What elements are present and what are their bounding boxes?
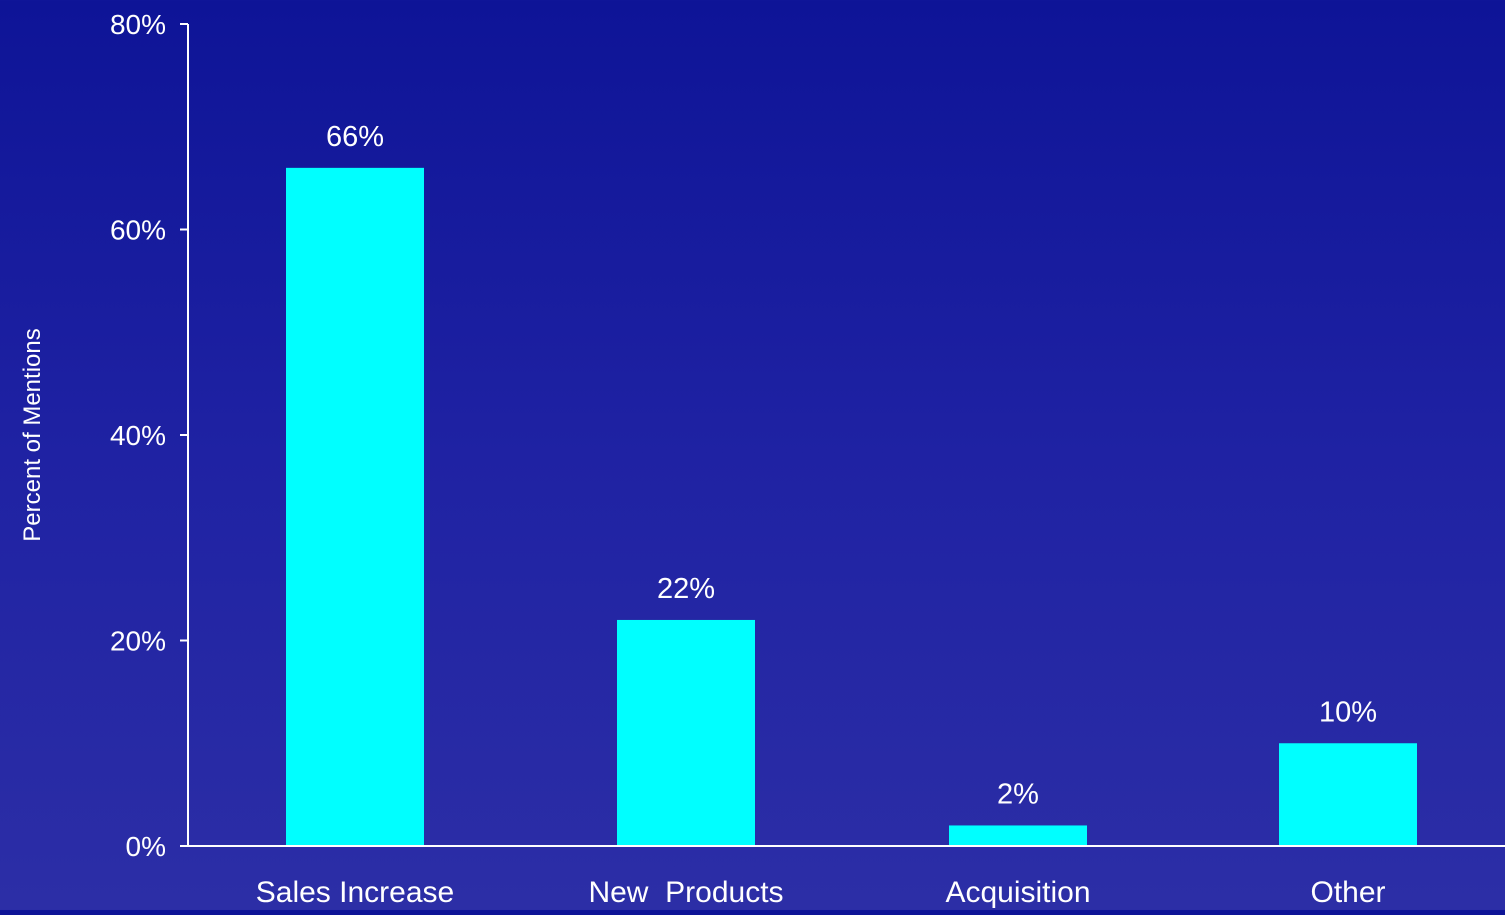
x-category-label: Sales Increase — [256, 876, 454, 909]
y-tick-label: 20% — [110, 626, 166, 657]
x-category-label: New Products — [588, 876, 783, 909]
bar — [286, 167, 424, 847]
y-tick-label: 0% — [126, 831, 166, 862]
x-category-label: Other — [1310, 876, 1385, 909]
y-tick-label: 40% — [110, 420, 166, 451]
bar — [617, 619, 755, 846]
data-label: 22% — [657, 573, 715, 605]
data-label: 10% — [1319, 696, 1377, 728]
bar — [1279, 743, 1417, 846]
y-axis-title: Percent of Mentions — [19, 328, 46, 541]
bars-group — [286, 167, 1417, 847]
y-tick-label: 80% — [110, 9, 166, 40]
y-tick-label: 60% — [110, 215, 166, 246]
data-labels-group: 66% 22% 2% 10% — [326, 121, 1377, 811]
x-labels-group: Sales Increase New Products Acquisition Oth… — [256, 876, 1386, 909]
data-label: 66% — [326, 121, 384, 153]
data-label: 2% — [997, 778, 1039, 810]
y-ticks-group: 0% 20% 40% 60% 80% — [110, 9, 188, 862]
bar — [949, 825, 1087, 846]
x-category-label: Acquisition — [945, 876, 1090, 909]
